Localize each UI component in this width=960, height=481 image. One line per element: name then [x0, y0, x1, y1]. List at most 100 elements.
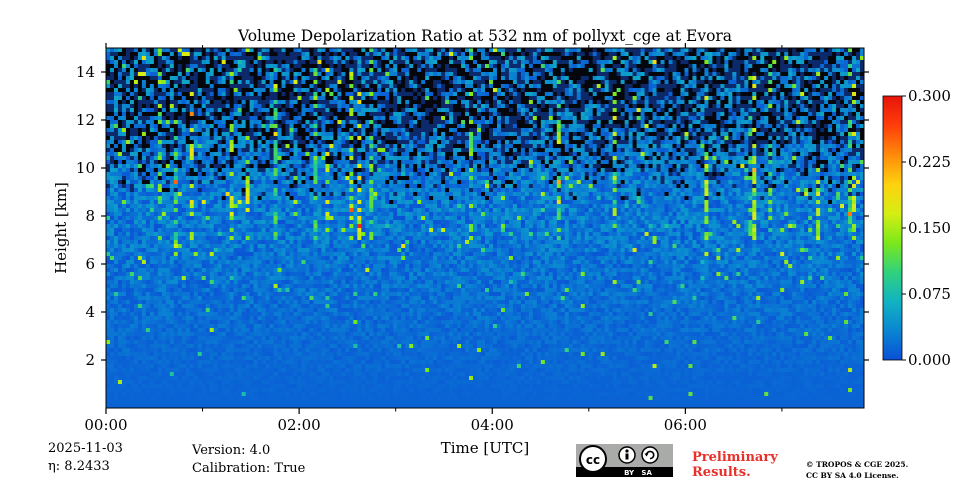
heatmap-cell [201, 372, 207, 377]
heatmap-cell [125, 300, 131, 305]
heatmap-cell [233, 140, 239, 145]
heatmap-cell [149, 188, 155, 193]
heatmap-cell [229, 232, 235, 237]
heatmap-cell [209, 128, 215, 133]
heatmap-cell [245, 340, 251, 345]
heatmap-cell [217, 228, 223, 233]
heatmap-cell [221, 404, 227, 409]
heatmap-cell [305, 280, 310, 285]
heatmap-cell [309, 356, 314, 361]
heatmap-cell [177, 180, 183, 185]
heatmap-cell [189, 392, 195, 397]
heatmap-cell [113, 256, 119, 261]
heatmap-cell [177, 252, 183, 257]
heatmap-cell [177, 168, 183, 173]
heatmap-cell [249, 104, 255, 109]
heatmap-cell [261, 384, 266, 389]
heatmap-cell [209, 104, 215, 109]
heatmap-cell [121, 196, 127, 201]
heatmap-cell [125, 276, 131, 281]
heatmap-cell [205, 388, 211, 393]
heatmap-cell [297, 272, 302, 277]
heatmap-cell [313, 216, 318, 221]
heatmap-cell [241, 284, 247, 289]
heatmap-cell [125, 144, 131, 149]
heatmap-cell [117, 272, 123, 277]
heatmap-cell [141, 272, 147, 277]
heatmap-cell [265, 280, 270, 285]
heatmap-cell [141, 156, 147, 161]
heatmap-cell [261, 60, 266, 65]
heatmap-cell [153, 172, 159, 177]
heatmap-cell [325, 88, 330, 93]
heatmap-cell [249, 280, 255, 285]
heatmap-cell [137, 352, 143, 357]
heatmap-cell [133, 192, 139, 197]
heatmap-cell [197, 256, 203, 261]
heatmap-cell [273, 364, 278, 369]
heatmap-cell [133, 304, 139, 309]
heatmap-cell [121, 148, 127, 153]
heatmap-cell [233, 60, 239, 65]
heatmap-cell [177, 132, 183, 137]
heatmap-cell [181, 132, 187, 137]
heatmap-cell [173, 184, 179, 189]
heatmap-cell [241, 100, 247, 105]
heatmap-cell [113, 76, 119, 81]
heatmap-cell [161, 132, 167, 137]
heatmap-cell [145, 176, 151, 181]
heatmap-cell [209, 268, 215, 273]
heatmap-cell [285, 272, 290, 277]
heatmap-cell [285, 208, 290, 213]
heatmap-cell [181, 216, 187, 221]
heatmap-cell [269, 292, 274, 297]
heatmap-cell [213, 120, 219, 125]
heatmap-cell [141, 96, 147, 101]
heatmap-cell [265, 192, 270, 197]
heatmap-cell [289, 264, 294, 269]
heatmap-cell [201, 300, 207, 305]
heatmap-cell [325, 204, 330, 209]
heatmap-cell [137, 268, 143, 273]
heatmap-cell [173, 360, 179, 365]
heatmap-cell [173, 224, 179, 229]
heatmap-cell [141, 184, 147, 189]
heatmap-cell [213, 364, 219, 369]
heatmap-cell [309, 188, 314, 193]
heatmap-cell [109, 344, 115, 349]
heatmap-cell [106, 204, 111, 209]
heatmap-cell [173, 84, 179, 89]
heatmap-cell [161, 312, 167, 317]
heatmap-cell [277, 392, 282, 397]
heatmap-cell [273, 116, 278, 121]
heatmap-cell [293, 172, 298, 177]
heatmap-cell [106, 64, 111, 69]
heatmap-cell [229, 332, 235, 337]
heatmap-cell [281, 364, 286, 369]
heatmap-cell [245, 116, 251, 121]
heatmap-cell [261, 96, 266, 101]
heatmap-cell [285, 332, 290, 337]
heatmap-cell [305, 152, 310, 157]
heatmap-cell [197, 148, 203, 153]
heatmap-cell [257, 104, 262, 109]
heatmap-cell [233, 268, 239, 273]
heatmap-cell [305, 312, 310, 317]
heatmap-cell [321, 264, 326, 269]
heatmap-cell [169, 112, 175, 117]
heatmap-cell [209, 80, 215, 85]
heatmap-cell [317, 128, 322, 133]
heatmap-cell [293, 352, 298, 357]
heatmap-cell [257, 360, 262, 365]
heatmap-cell [137, 316, 143, 321]
heatmap-cell [281, 396, 286, 401]
heatmap-cell [161, 392, 167, 397]
heatmap-cell [289, 176, 294, 181]
heatmap-cell [249, 168, 255, 173]
heatmap-cell [277, 260, 282, 265]
heatmap-cell [117, 256, 123, 261]
heatmap-cell [273, 228, 278, 233]
heatmap-cell [121, 56, 127, 61]
heatmap-cell [133, 92, 139, 97]
heatmap-cell [313, 324, 318, 329]
